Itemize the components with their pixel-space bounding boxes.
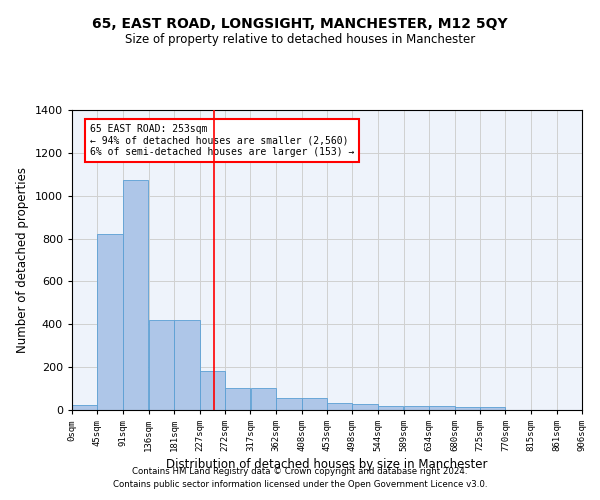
- Bar: [124, 180, 148, 410]
- Bar: [302, 398, 327, 410]
- Bar: [327, 402, 352, 410]
- Bar: [480, 408, 505, 410]
- Bar: [174, 320, 200, 410]
- Bar: [455, 408, 480, 410]
- Text: Contains public sector information licensed under the Open Government Licence v3: Contains public sector information licen…: [113, 480, 487, 489]
- Bar: [200, 371, 225, 410]
- Bar: [72, 404, 97, 410]
- Bar: [352, 404, 378, 410]
- Bar: [276, 398, 302, 410]
- Bar: [225, 388, 250, 410]
- Bar: [404, 406, 429, 410]
- Bar: [251, 388, 275, 410]
- X-axis label: Distribution of detached houses by size in Manchester: Distribution of detached houses by size …: [166, 458, 488, 471]
- Text: Size of property relative to detached houses in Manchester: Size of property relative to detached ho…: [125, 32, 475, 46]
- Text: 65, EAST ROAD, LONGSIGHT, MANCHESTER, M12 5QY: 65, EAST ROAD, LONGSIGHT, MANCHESTER, M1…: [92, 18, 508, 32]
- Text: Contains HM Land Registry data © Crown copyright and database right 2024.: Contains HM Land Registry data © Crown c…: [132, 468, 468, 476]
- Bar: [429, 406, 455, 410]
- Bar: [97, 234, 123, 410]
- Bar: [149, 320, 174, 410]
- Text: 65 EAST ROAD: 253sqm
← 94% of detached houses are smaller (2,560)
6% of semi-det: 65 EAST ROAD: 253sqm ← 94% of detached h…: [90, 124, 354, 156]
- Y-axis label: Number of detached properties: Number of detached properties: [16, 167, 29, 353]
- Bar: [379, 406, 403, 410]
